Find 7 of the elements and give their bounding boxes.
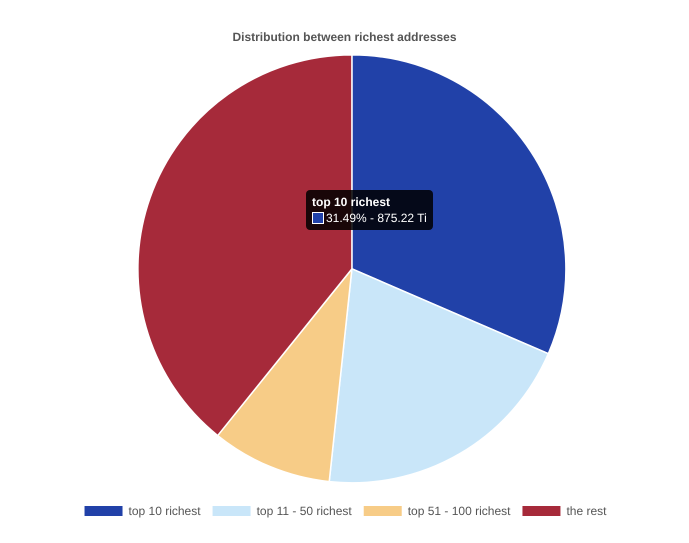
text: 31.49% - 875.22 Ti — [326, 210, 427, 226]
legend-label: top 51 - 100 richest — [408, 504, 512, 518]
legend-label: top 10 richest — [128, 504, 202, 518]
chart-title: Distribution between richest addresses — [232, 30, 457, 44]
legend-label: the rest — [566, 504, 608, 518]
text: top 10 richest — [312, 194, 392, 210]
legend-label: top 11 - 50 richest — [256, 504, 352, 518]
